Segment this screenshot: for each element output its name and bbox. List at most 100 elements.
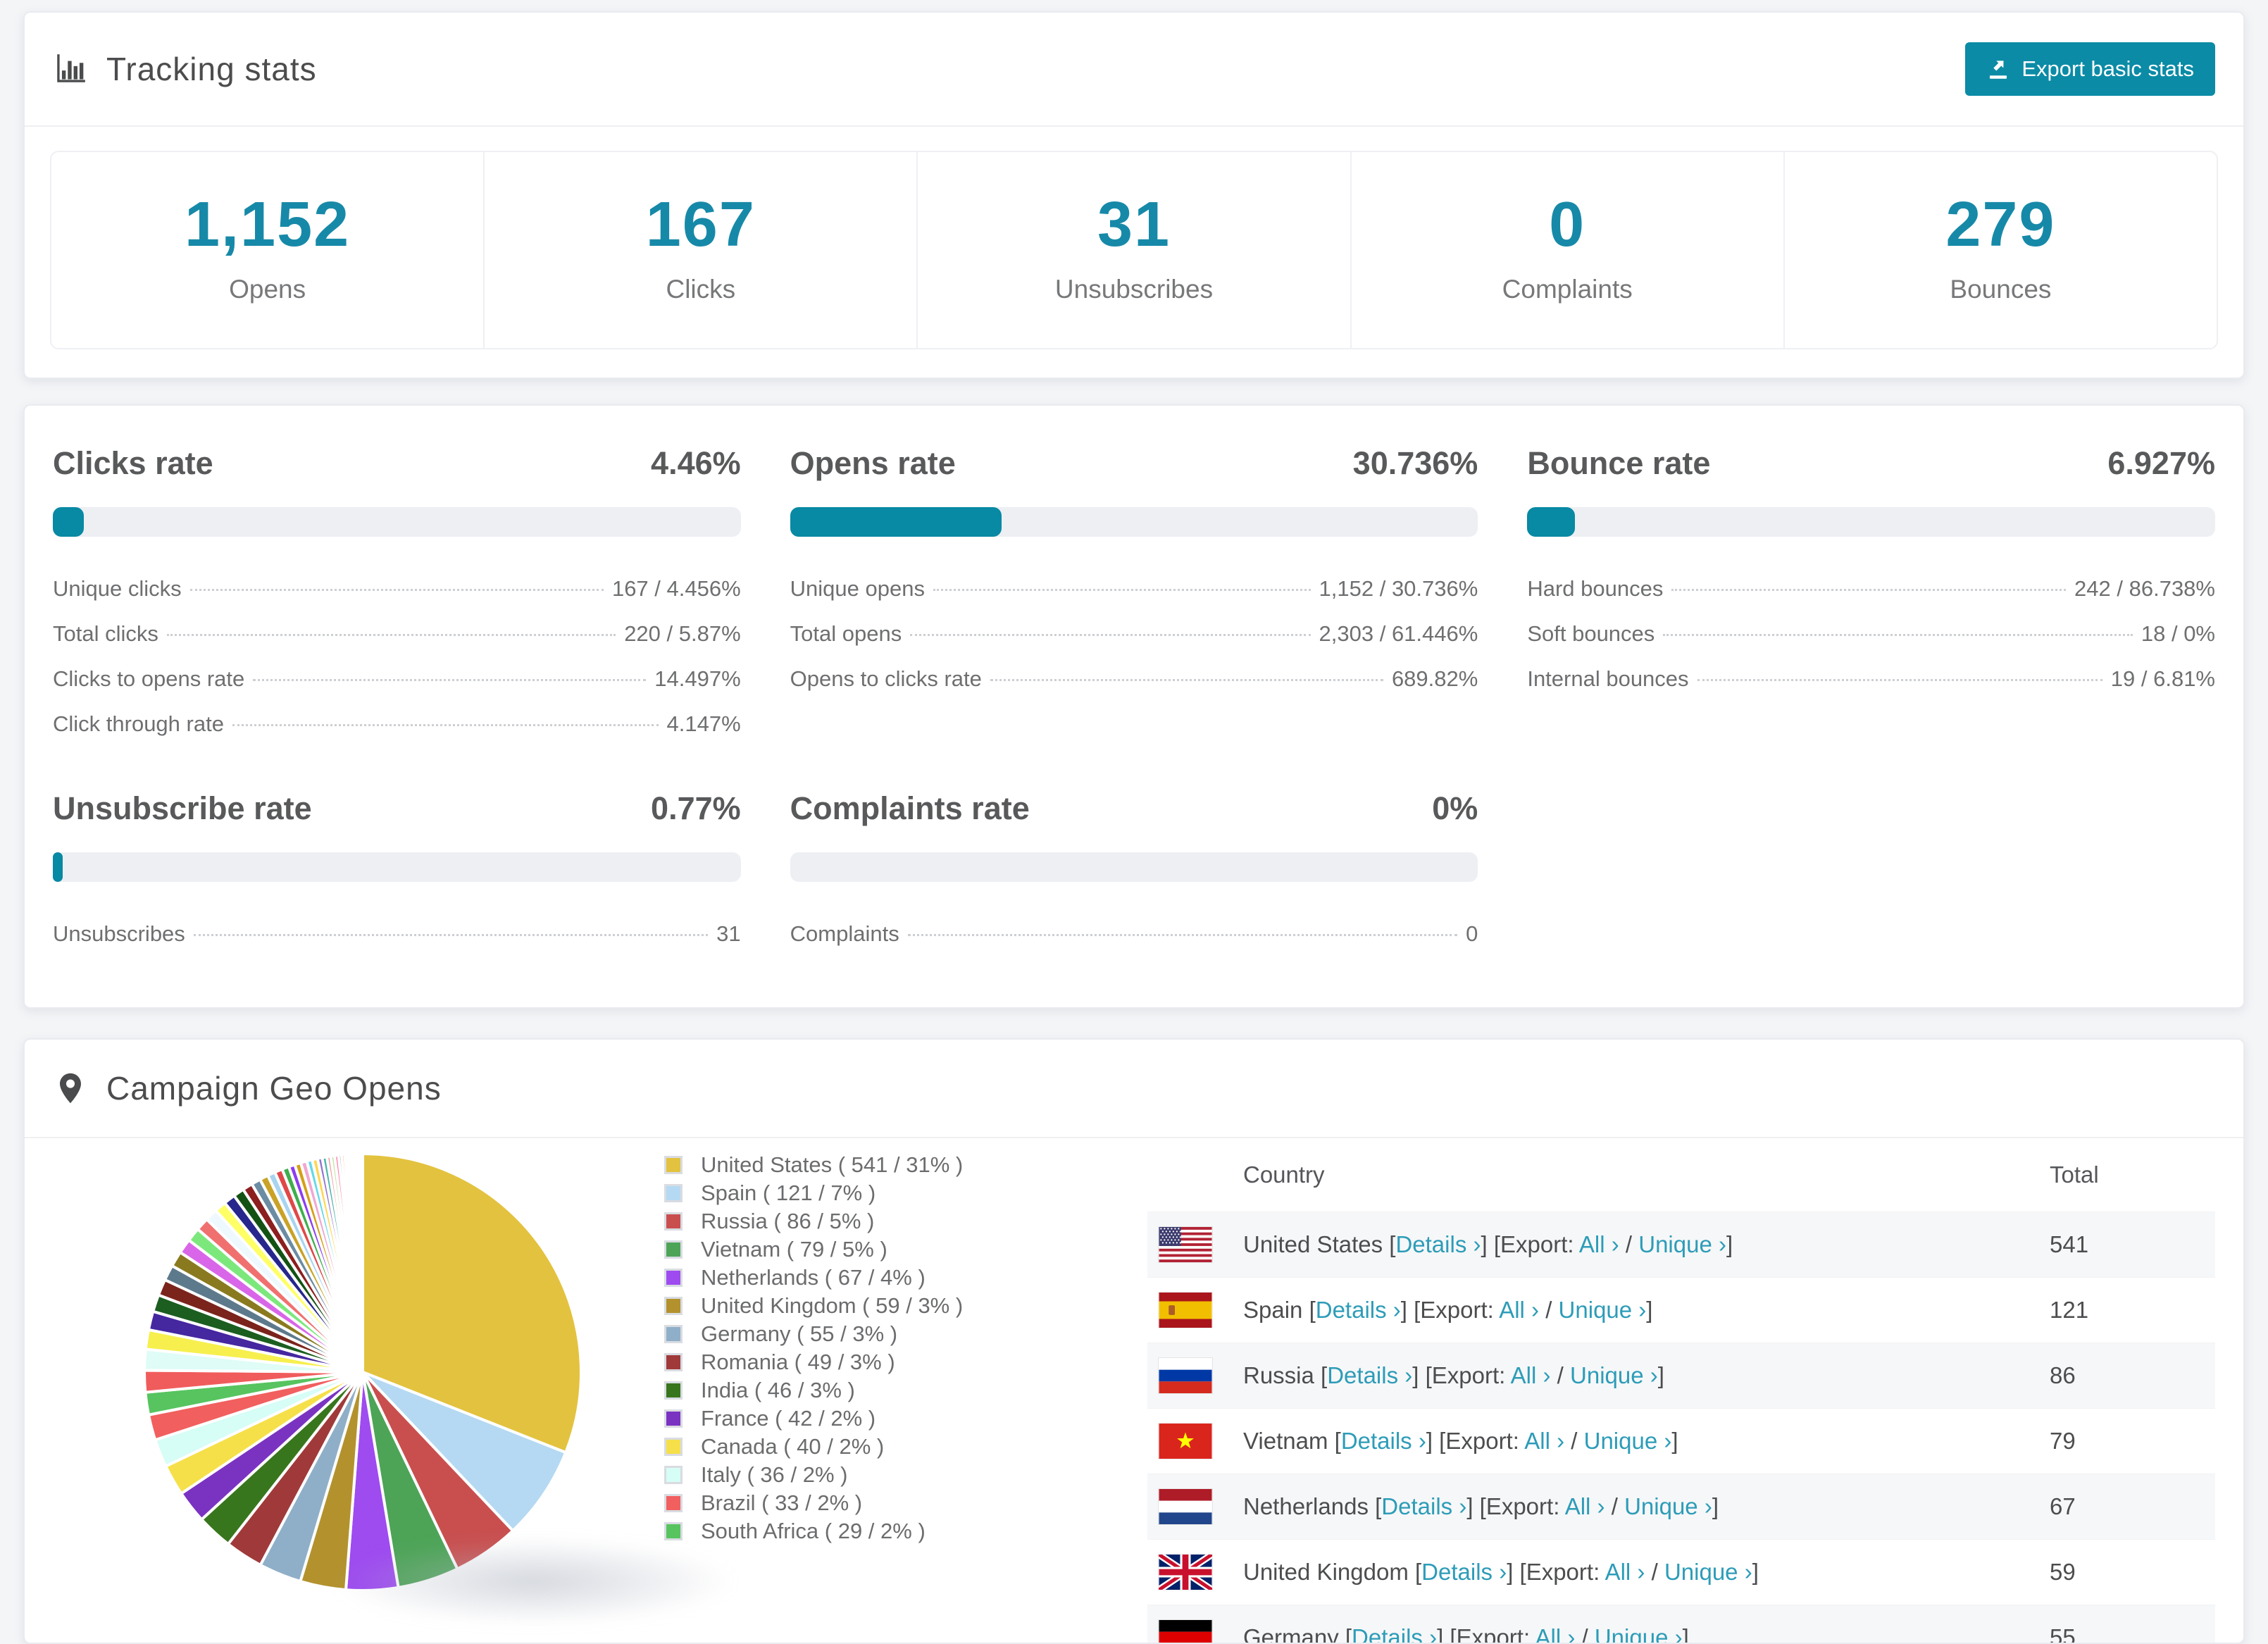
bracket: ] [Export:	[1481, 1231, 1579, 1257]
export-all-link[interactable]: All ›	[1605, 1559, 1645, 1585]
export-basic-stats-button[interactable]: Export basic stats	[1965, 42, 2215, 96]
details-link[interactable]: Details ›	[1381, 1493, 1467, 1519]
metric-row: Unique clicks 167 / 4.456%	[53, 566, 741, 611]
page-title: Tracking stats	[106, 51, 317, 87]
legend-label: France ( 42 / 2% )	[701, 1406, 876, 1431]
metric-row: Hard bounces 242 / 86.738%	[1527, 566, 2215, 611]
rate-block: Opens rate 30.736% Unique opens 1,152 / …	[790, 445, 1478, 747]
details-link[interactable]: Details ›	[1315, 1297, 1401, 1323]
metric-label: Internal bounces	[1527, 666, 1689, 691]
geo-card-title: Campaign Geo Opens	[106, 1070, 442, 1107]
rate-progress-fill	[1527, 507, 1575, 537]
nl-flag-icon	[1159, 1489, 1212, 1524]
stat-cell: 167 Clicks	[483, 152, 916, 348]
export-unique-link[interactable]: Unique ›	[1664, 1559, 1752, 1585]
stat-cell: 31 Unsubscribes	[916, 152, 1350, 348]
country-name: Spain	[1243, 1297, 1309, 1323]
legend-item: India ( 46 / 3% )	[664, 1376, 1087, 1405]
legend-item: Netherlands ( 67 / 4% )	[664, 1264, 1087, 1292]
slash: /	[1605, 1493, 1625, 1519]
rate-metric-list: Unique clicks 167 / 4.456% Total clicks …	[53, 566, 741, 747]
rate-value: 30.736%	[1352, 445, 1478, 481]
stat-cell: 279 Bounces	[1783, 152, 2217, 348]
details-link[interactable]: Details ›	[1340, 1428, 1426, 1454]
details-link[interactable]: Details ›	[1421, 1559, 1507, 1585]
rate-metric-list: Unsubscribes 31	[53, 911, 741, 957]
legend-swatch	[664, 1184, 683, 1202]
metric-value: 4.147%	[666, 711, 741, 736]
bracket: ]	[1752, 1559, 1759, 1585]
total-cell: 55	[2050, 1624, 2076, 1643]
metric-row: Unique opens 1,152 / 30.736%	[790, 566, 1478, 611]
rate-metric-list: Complaints 0	[790, 911, 1478, 957]
rate-block: Bounce rate 6.927% Hard bounces 242 / 86…	[1527, 445, 2215, 747]
legend-swatch	[664, 1438, 683, 1456]
legend-label: Netherlands ( 67 / 4% )	[701, 1265, 926, 1290]
country-column-header: Country	[1243, 1162, 1325, 1188]
export-all-link[interactable]: All ›	[1524, 1428, 1565, 1454]
export-unique-link[interactable]: Unique ›	[1624, 1493, 1712, 1519]
geo-table-row: Russia [Details ›] [Export: All › / Uniq…	[1147, 1343, 2215, 1408]
stat-label: Clicks	[666, 275, 736, 304]
geo-table-row: United Kingdom [Details ›] [Export: All …	[1147, 1539, 2215, 1605]
details-link[interactable]: Details ›	[1327, 1362, 1413, 1388]
export-unique-link[interactable]: Unique ›	[1583, 1428, 1672, 1454]
legend-swatch	[664, 1297, 683, 1315]
metric-label: Unique opens	[790, 576, 925, 601]
rate-block: Unsubscribe rate 0.77% Unsubscribes 31	[53, 790, 741, 957]
total-cell: 59	[2050, 1559, 2076, 1585]
metric-value: 14.497%	[654, 666, 741, 691]
rate-value: 0%	[1432, 790, 1478, 826]
metric-value: 167 / 4.456%	[611, 576, 741, 601]
legend-item: Russia ( 86 / 5% )	[664, 1207, 1087, 1235]
metric-row: Total opens 2,303 / 61.446%	[790, 611, 1478, 656]
legend-swatch	[664, 1156, 683, 1174]
export-unique-link[interactable]: Unique ›	[1594, 1624, 1683, 1643]
dotted-leader	[166, 634, 616, 636]
slash: /	[1564, 1428, 1584, 1454]
export-all-link[interactable]: All ›	[1578, 1231, 1619, 1257]
legend-item: Germany ( 55 / 3% )	[664, 1320, 1087, 1348]
us-flag-icon	[1159, 1227, 1212, 1262]
metric-label: Unsubscribes	[53, 921, 185, 946]
country-name: Vietnam	[1243, 1428, 1335, 1454]
legend-swatch	[664, 1522, 683, 1540]
slash: /	[1575, 1624, 1595, 1643]
legend-label: Canada ( 40 / 2% )	[701, 1434, 885, 1459]
details-link[interactable]: Details ›	[1395, 1231, 1481, 1257]
stat-value: 167	[645, 189, 756, 260]
dotted-leader	[1663, 634, 2133, 636]
metric-label: Clicks to opens rate	[53, 666, 245, 691]
export-all-link[interactable]: All ›	[1499, 1297, 1540, 1323]
legend-label: United States ( 541 / 31% )	[701, 1152, 964, 1177]
stat-label: Unsubscribes	[1054, 275, 1214, 304]
dotted-leader	[910, 634, 1311, 636]
metric-row: Clicks to opens rate 14.497%	[53, 656, 741, 702]
bracket: [	[1309, 1297, 1316, 1323]
geo-table-row: Vietnam [Details ›] [Export: All › / Uni…	[1147, 1408, 2215, 1474]
export-unique-link[interactable]: Unique ›	[1558, 1297, 1647, 1323]
bracket: [	[1375, 1493, 1382, 1519]
export-all-link[interactable]: All ›	[1510, 1362, 1551, 1388]
stat-value: 0	[1549, 189, 1586, 260]
geo-table-header: Country Total	[1147, 1138, 2215, 1212]
de-flag-icon	[1159, 1620, 1212, 1643]
bracket: [	[1414, 1559, 1422, 1585]
export-unique-link[interactable]: Unique ›	[1570, 1362, 1658, 1388]
rates-card: Clicks rate 4.46% Unique clicks 167 / 4.…	[23, 404, 2245, 1009]
export-all-link[interactable]: All ›	[1564, 1493, 1605, 1519]
slash: /	[1619, 1231, 1639, 1257]
bracket: ]	[1682, 1624, 1689, 1643]
gb-flag-icon	[1159, 1555, 1212, 1590]
export-unique-link[interactable]: Unique ›	[1638, 1231, 1726, 1257]
country-cell: Russia [Details ›] [Export: All › / Uniq…	[1243, 1362, 2050, 1389]
dotted-leader	[253, 679, 647, 681]
dotted-leader	[990, 679, 1383, 681]
rate-progress-fill	[53, 507, 84, 537]
metric-value: 19 / 6.81%	[2110, 666, 2215, 691]
details-link[interactable]: Details ›	[1352, 1624, 1438, 1643]
export-button-label: Export basic stats	[2021, 56, 2194, 81]
legend-item: Spain ( 121 / 7% )	[664, 1179, 1087, 1207]
export-all-link[interactable]: All ›	[1535, 1624, 1576, 1643]
metric-label: Complaints	[790, 921, 899, 946]
